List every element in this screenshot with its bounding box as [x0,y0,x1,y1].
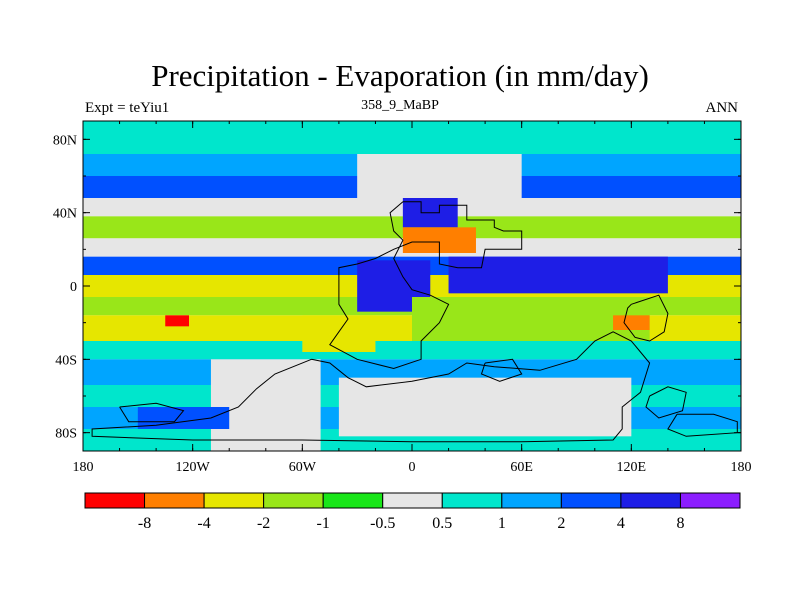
x-tick-label: 60W [289,460,317,475]
y-tick-label: 80S [55,427,77,442]
colorbar-box [560,492,622,509]
colorbar-box [263,492,324,509]
coastline-2 [623,294,669,342]
region-6 [302,315,376,352]
colorbar-label: 0.5 [432,515,452,532]
chart-title: Precipitation - Evaporation (in mm/day) [151,58,649,93]
coastline-5 [119,402,185,423]
experiment-label: Expt = teYiu1 [85,100,170,116]
coastline-0 [329,201,523,370]
y-tick-label: 80N [53,133,77,148]
y-tick-label: 40S [55,353,77,368]
colorbar-box [322,492,384,509]
colorbar-box [679,492,741,509]
period-label: 358_9_MaBP [361,98,439,113]
coastline-6 [480,358,523,382]
colorbar-label: 8 [676,515,684,532]
colorbar-label: -4 [197,515,210,532]
x-tick-label: 60E [510,460,533,475]
x-tick-label: 0 [409,460,416,475]
y-tick-label: 40N [53,207,77,222]
map-axes: 180 120W 60W 0 60E 120E 180 80N 40N 0 40S 80S [53,121,752,475]
colorbar-label: -0.5 [370,515,395,532]
region-7 [210,359,321,451]
x-tick-label: 120W [176,460,211,475]
y-tick-label: 0 [70,280,77,295]
colorbar-box [84,492,146,509]
colorbar-label: -1 [317,515,330,532]
x-tick-label: 120E [617,460,647,475]
zonal-band-10 [83,341,741,360]
coastline-1 [91,331,651,443]
x-tick-label: 180 [73,460,94,475]
colorbar-box [144,492,205,509]
region-11 [137,407,230,429]
map-fill-layer [83,121,741,451]
season-label: ANN [705,100,739,116]
colorbar-box [203,492,265,509]
colorbar-label: 4 [617,515,625,532]
x-tick-label: 180 [731,460,752,475]
region-8 [338,377,632,437]
colorbar-label: -8 [138,515,151,532]
colorbar-label: 2 [557,515,565,532]
colorbar-box [620,492,681,509]
colorbar-label: 1 [498,515,506,532]
colorbar-box [441,492,503,509]
colorbar: -8 -4 -2 -1 -0.5 0.5 1 2 4 8 [84,492,741,532]
region-9 [613,315,650,330]
region-10 [165,315,190,327]
colorbar-box [382,492,443,509]
colorbar-label: -2 [257,515,270,532]
coastline-3 [645,386,687,419]
region-0 [357,154,522,198]
region-4 [448,256,668,294]
colorbar-box [501,492,562,509]
